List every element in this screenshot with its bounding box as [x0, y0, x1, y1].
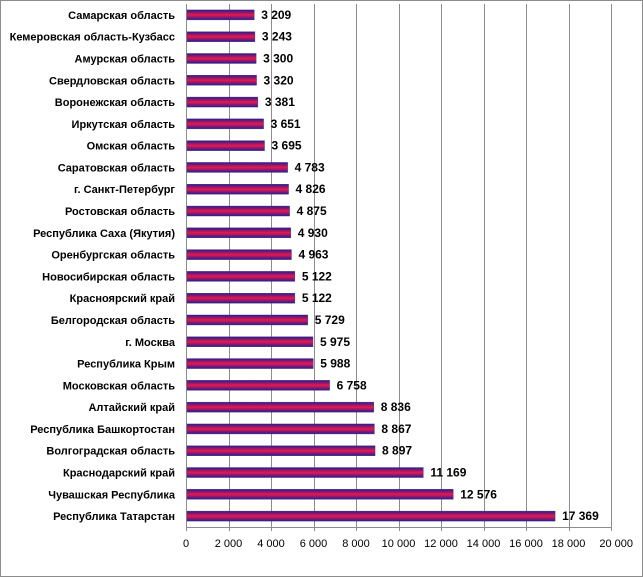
category-label: Воронежская область — [55, 97, 175, 109]
data-label: 11 169 — [430, 466, 466, 480]
bar — [186, 401, 374, 413]
data-label: 4 826 — [296, 182, 326, 196]
category-label: Краснодарский край — [63, 468, 175, 480]
bar — [186, 205, 290, 217]
bar — [186, 336, 314, 347]
bar — [186, 227, 291, 239]
category-label: Ростовская область — [65, 206, 175, 218]
category-label: Республика Башкортостан — [30, 424, 175, 436]
bar — [186, 31, 256, 42]
category-label: Московская область — [63, 380, 175, 392]
data-label: 4 963 — [298, 248, 328, 262]
tick-label: 12 000 — [424, 538, 458, 550]
data-label: 4 930 — [298, 226, 328, 240]
data-label: 8 867 — [381, 422, 411, 436]
bar — [186, 271, 296, 282]
data-label: 4 783 — [295, 160, 325, 174]
tick-label: 10 000 — [382, 538, 416, 550]
data-label: 5 729 — [315, 313, 345, 327]
bar — [186, 140, 265, 151]
tick-label: 16 000 — [509, 538, 543, 550]
tick-label: 18 000 — [552, 538, 586, 550]
tick-label: 14 000 — [467, 538, 501, 550]
tick-label: 0 — [183, 538, 189, 550]
tick-label: 4 000 — [257, 538, 285, 550]
category-label: Оренбургская область — [51, 250, 175, 262]
data-label: 5 975 — [320, 335, 350, 349]
bar — [186, 380, 330, 391]
category-label: Белгородская область — [51, 315, 175, 327]
category-label: Республика Крым — [77, 359, 175, 371]
bar — [186, 467, 424, 478]
data-label: 6 758 — [337, 378, 367, 392]
data-label: 5 122 — [302, 291, 332, 305]
grid-lines — [186, 4, 612, 528]
bar — [186, 314, 308, 326]
data-label: 3 320 — [264, 73, 294, 87]
value-labels: 3 209 3 243 3 300 3 320 3 381 3 651 3 695 4 783… — [261, 8, 599, 523]
bar — [186, 53, 257, 64]
bar — [186, 445, 376, 456]
category-label: Свердловская область — [49, 75, 175, 87]
category-label: Новосибирская область — [42, 271, 175, 283]
bar — [186, 510, 556, 522]
tick-label: 2 000 — [215, 538, 243, 550]
data-label: 8 836 — [381, 400, 411, 414]
category-label: Кемеровская область-Кузбасс — [10, 32, 175, 44]
category-label: Алтайский край — [88, 402, 175, 414]
data-label: 3 381 — [265, 95, 295, 109]
bar — [186, 489, 454, 500]
data-label: 3 695 — [272, 139, 302, 153]
category-label: Республика Татарстан — [53, 511, 175, 523]
category-label: Иркутская область — [72, 119, 176, 131]
category-label: Красноярский край — [70, 293, 175, 305]
bar — [186, 162, 288, 173]
bar — [186, 9, 255, 21]
tick-label: 8 000 — [342, 538, 370, 550]
category-label: Волгоградская область — [46, 446, 175, 458]
bar — [186, 249, 292, 260]
data-label: 17 369 — [562, 509, 599, 523]
bar — [186, 184, 289, 195]
category-labels: Самарская область Кемеровская область-Куз… — [10, 10, 176, 523]
category-label: Республика Саха (Якутия) — [33, 228, 175, 240]
data-label: 5 988 — [320, 357, 350, 371]
bar — [186, 292, 296, 304]
category-label: Омская область — [87, 141, 176, 153]
tick-label: 6 000 — [300, 538, 328, 550]
data-label: 12 576 — [460, 487, 497, 501]
bars — [186, 9, 556, 522]
category-label: г. Москва — [125, 337, 176, 349]
category-label: г. Санкт-Петербург — [74, 184, 175, 196]
tick-label: 20 000 — [599, 538, 633, 550]
bar — [186, 358, 314, 369]
category-label: Самарская область — [68, 10, 175, 22]
bar — [186, 118, 264, 130]
data-label: 3 243 — [262, 30, 292, 44]
data-label: 4 875 — [297, 204, 327, 218]
category-label: Амурская область — [75, 53, 176, 65]
data-label: 8 897 — [382, 444, 412, 458]
data-label: 3 300 — [263, 51, 293, 65]
category-label: Чувашская Республика — [48, 489, 176, 501]
category-label: Саратовская область — [58, 162, 176, 174]
bar — [186, 423, 375, 435]
data-label: 3 651 — [271, 117, 301, 131]
bar — [186, 96, 259, 108]
data-label: 5 122 — [302, 269, 332, 283]
x-axis-ticks: 0 2 000 4 000 6 000 8 000 10 000 12 000 14 000 1… — [183, 527, 633, 550]
bar — [186, 75, 257, 86]
data-label: 3 209 — [261, 8, 291, 22]
